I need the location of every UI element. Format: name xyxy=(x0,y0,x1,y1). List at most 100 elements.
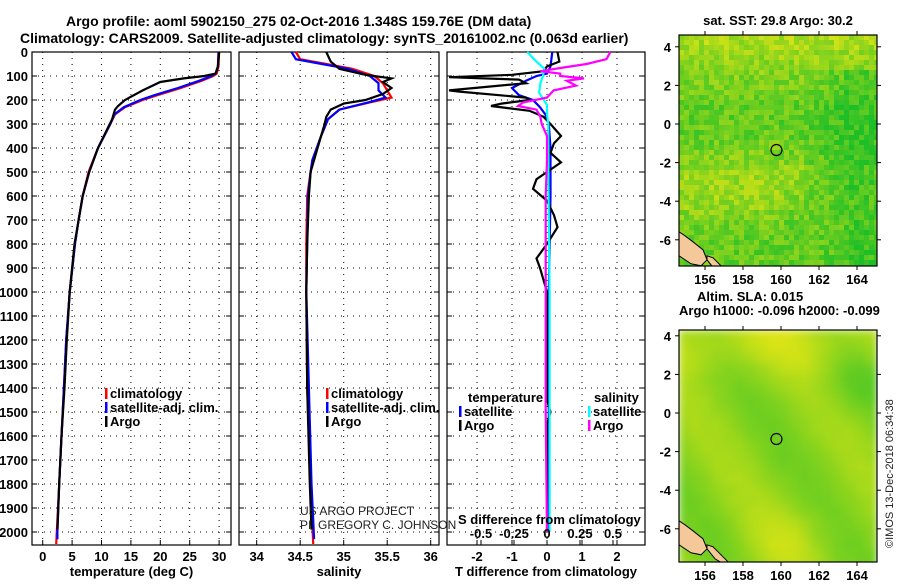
map-cell xyxy=(819,185,825,191)
map-cell xyxy=(694,115,700,121)
map-cell xyxy=(759,185,765,191)
map-2 xyxy=(675,326,881,566)
map-cell xyxy=(829,115,835,121)
map-cell xyxy=(684,85,690,91)
map-cell xyxy=(824,95,830,101)
map-cell xyxy=(824,185,830,191)
map-cell xyxy=(764,170,770,176)
map-cell xyxy=(839,165,845,171)
map-cell xyxy=(864,45,870,51)
map-cell xyxy=(804,180,810,186)
map-cell xyxy=(866,396,877,408)
map-cell xyxy=(829,250,835,256)
map-cell xyxy=(794,100,800,106)
map-cell xyxy=(811,385,823,397)
map-cell xyxy=(754,150,760,156)
map-cell xyxy=(799,140,805,146)
map-cell xyxy=(811,506,823,518)
map-cell xyxy=(789,352,801,364)
map-cell xyxy=(869,160,875,166)
map-cell xyxy=(714,245,720,251)
map-cell xyxy=(699,205,705,211)
map-cell xyxy=(745,462,757,474)
map-cell xyxy=(809,260,815,266)
map-cell xyxy=(764,195,770,201)
map-cell xyxy=(754,35,760,41)
map-cell xyxy=(729,250,735,256)
map-cell xyxy=(824,85,830,91)
map-cell xyxy=(814,190,820,196)
map-cell xyxy=(789,240,795,246)
map-cell xyxy=(734,407,746,419)
map-cell xyxy=(759,160,765,166)
map-cell xyxy=(764,205,770,211)
map-cell xyxy=(778,539,790,551)
map-cell xyxy=(874,50,877,56)
map-cell xyxy=(859,170,865,176)
map-cell xyxy=(855,407,867,419)
map-cell xyxy=(834,140,840,146)
map-cell xyxy=(829,70,835,76)
map-cell xyxy=(754,215,760,221)
map-cell xyxy=(749,175,755,181)
map-cell xyxy=(739,175,745,181)
map-cell xyxy=(799,90,805,96)
map-cell xyxy=(679,185,685,191)
map-cell xyxy=(859,95,865,101)
map-cell xyxy=(709,195,715,201)
map-cell xyxy=(729,235,735,241)
map-cell xyxy=(789,235,795,241)
map-cell xyxy=(859,160,865,166)
map-cell xyxy=(689,105,695,111)
map-cell xyxy=(859,255,865,261)
map-cell xyxy=(754,85,760,91)
map-cell xyxy=(739,245,745,251)
map-cell xyxy=(809,40,815,46)
map-cell xyxy=(734,120,740,126)
map-cell xyxy=(723,528,735,540)
map-cell xyxy=(729,55,735,61)
map-cell xyxy=(754,190,760,196)
map-cell xyxy=(833,550,845,562)
map-cell xyxy=(694,110,700,116)
map-cell xyxy=(739,90,745,96)
map-cell xyxy=(767,473,779,485)
map-cell xyxy=(774,125,780,131)
map-cell xyxy=(749,215,755,221)
map-cell xyxy=(839,220,845,226)
map-cell xyxy=(749,100,755,106)
credit-line-2: PI: GREGORY C. JOHNSON xyxy=(300,518,456,532)
map-cell xyxy=(869,130,875,136)
map-cell xyxy=(804,95,810,101)
map-cell xyxy=(719,65,725,71)
map-cell xyxy=(679,90,685,96)
map-cell xyxy=(864,50,870,56)
depth-tick-label: 800 xyxy=(6,237,28,252)
map-cell xyxy=(724,160,730,166)
map-cell xyxy=(714,55,720,61)
map-cell xyxy=(739,235,745,241)
map-cell xyxy=(774,60,780,66)
map-cell xyxy=(789,50,795,56)
map-cell xyxy=(804,215,810,221)
map-cell xyxy=(789,230,795,236)
map-cell xyxy=(779,70,785,76)
map-cell xyxy=(819,60,825,66)
map-cell xyxy=(844,35,850,41)
map-cell xyxy=(689,165,695,171)
map-cell xyxy=(764,65,770,71)
map-cell xyxy=(739,165,745,171)
map-cell xyxy=(689,150,695,156)
map-cell xyxy=(844,140,850,146)
map-cell xyxy=(834,230,840,236)
map-cell xyxy=(824,130,830,136)
map-cell xyxy=(829,230,835,236)
map-cell xyxy=(799,245,805,251)
map-cell xyxy=(769,120,775,126)
map-cell xyxy=(804,65,810,71)
map-cell xyxy=(704,240,710,246)
map-cell xyxy=(799,115,805,121)
map-cell xyxy=(767,363,779,375)
map-cell xyxy=(839,175,845,181)
map-cell xyxy=(719,155,725,161)
